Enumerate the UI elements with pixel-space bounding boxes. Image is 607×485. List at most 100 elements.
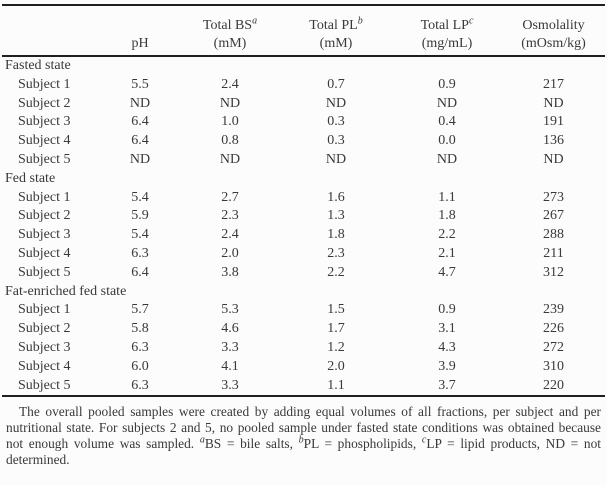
row-label-cell: Subject 2 — [18, 95, 71, 111]
osm-cell: 310 — [543, 358, 564, 374]
ph-cell: 5.4 — [131, 189, 149, 205]
bs-cell: 2.4 — [221, 76, 239, 92]
row-label-cell: Subject 5 — [18, 264, 71, 280]
bs-cell: 5.3 — [221, 302, 239, 318]
ph-cell: 6.0 — [131, 358, 149, 374]
header-total-bs: Total BSa — [202, 15, 258, 33]
row-label-cell: Subject 2 — [18, 321, 71, 337]
header-pl-unit: (mM) — [319, 36, 353, 51]
header-empty-cell — [2, 34, 100, 56]
ph-cell: 6.3 — [131, 339, 149, 355]
header-ph-spacer — [100, 5, 180, 34]
pl-cell: 2.2 — [327, 264, 345, 280]
ph-cell: 6.4 — [131, 264, 149, 280]
table-row: Subject 2 5.9 2.3 1.3 1.8 267 — [2, 207, 605, 226]
section-row-fat-enriched: Fat-enriched fed state — [2, 283, 605, 302]
bs-cell: 2.7 — [221, 189, 239, 205]
ph-cell: 6.3 — [131, 377, 149, 393]
osm-cell: 191 — [543, 114, 564, 130]
lp-cell: 0.9 — [438, 76, 456, 92]
header-total-pl: Total PLb — [309, 15, 363, 33]
footnote-pl-definition: PL = phospholipids, — [303, 436, 422, 452]
lp-cell: 4.3 — [438, 339, 456, 355]
header-osm-unit: (mOsm/kg) — [521, 36, 586, 51]
ph-cell: 5.5 — [131, 76, 149, 92]
osm-cell: 312 — [543, 264, 564, 280]
lp-cell: 0.9 — [438, 302, 456, 318]
ph-cell: 5.7 — [131, 302, 149, 318]
table-row: Subject 5 ND ND ND ND ND — [2, 151, 605, 170]
table-header: Total BSa Total PLb Total LPc Osmolality… — [2, 5, 605, 56]
table-row: Subject 2 ND ND ND ND ND — [2, 95, 605, 114]
header-osmolality: Osmolality — [522, 18, 585, 33]
row-label-cell: Subject 4 — [18, 358, 71, 374]
pl-cell: ND — [325, 95, 347, 111]
pl-cell: 1.6 — [327, 189, 345, 205]
row-label-cell: Subject 2 — [18, 208, 71, 224]
pl-cell: 0.7 — [327, 76, 345, 92]
row-label-cell: Subject 4 — [18, 133, 71, 149]
table-row: Subject 1 5.5 2.4 0.7 0.9 217 — [2, 76, 605, 95]
bs-cell: 0.8 — [221, 133, 239, 149]
pl-cell: 1.5 — [327, 302, 345, 318]
osm-cell: 217 — [543, 76, 564, 92]
lp-cell: 1.8 — [438, 208, 456, 224]
row-label-cell: Subject 3 — [18, 227, 71, 243]
lp-cell: 3.9 — [438, 358, 456, 374]
row-label-cell: Subject 1 — [18, 302, 71, 318]
bs-cell: 3.3 — [221, 339, 239, 355]
table-row: Subject 3 5.4 2.4 1.8 2.2 288 — [2, 226, 605, 245]
table-row: Subject 4 6.3 2.0 2.3 2.1 211 — [2, 245, 605, 264]
pl-cell: 1.1 — [327, 377, 345, 393]
lp-cell: 2.1 — [438, 245, 456, 261]
section-label: Fasted state — [5, 58, 71, 73]
pl-cell: 2.3 — [327, 245, 345, 261]
bs-cell: ND — [219, 151, 241, 167]
header-bs-unit: (mM) — [213, 36, 247, 51]
pl-cell: 2.0 — [327, 358, 345, 374]
table-row: Subject 2 5.8 4.6 1.7 3.1 226 — [2, 320, 605, 339]
bs-cell: 4.6 — [221, 321, 239, 337]
row-label-cell: Subject 1 — [18, 189, 71, 205]
table-row: Subject 4 6.4 0.8 0.3 0.0 136 — [2, 132, 605, 151]
lp-cell: 3.7 — [438, 377, 456, 393]
row-label-cell: Subject 3 — [18, 114, 71, 130]
lp-cell: 4.7 — [438, 264, 456, 280]
bs-cell: 2.4 — [221, 227, 239, 243]
osm-cell: 239 — [543, 302, 564, 318]
bs-cell: 3.8 — [221, 264, 239, 280]
osm-cell: ND — [543, 95, 564, 111]
footnote-superscript-b: b — [298, 434, 304, 446]
osm-cell: 267 — [543, 208, 564, 224]
lp-cell: 0.4 — [438, 114, 456, 130]
osm-cell: 220 — [543, 377, 564, 393]
bs-cell: 1.0 — [221, 114, 239, 130]
row-label-cell: Subject 5 — [18, 151, 71, 167]
pl-cell: 0.3 — [327, 114, 345, 130]
ph-cell: 6.3 — [131, 245, 149, 261]
pooled-samples-table: Total BSa Total PLb Total LPc Osmolality… — [2, 4, 605, 397]
row-label-cell: Subject 5 — [18, 377, 71, 393]
osm-cell: 272 — [543, 339, 564, 355]
footnote-bs-definition: BS = bile salts, — [204, 436, 299, 452]
ph-cell: 5.9 — [131, 208, 149, 224]
bs-cell: 2.0 — [221, 245, 239, 261]
section-label: Fed state — [5, 170, 56, 186]
section-row-fasted: Fasted state — [2, 56, 605, 76]
osm-cell: 226 — [543, 321, 564, 337]
footnote-main-text: The overall pooled samples were created … — [6, 404, 601, 452]
osm-cell: 211 — [543, 245, 564, 261]
table-row: Subject 4 6.0 4.1 2.0 3.9 310 — [2, 358, 605, 377]
lp-cell: 0.0 — [438, 133, 456, 149]
osm-cell: 273 — [543, 189, 564, 205]
table-footnote: The overall pooled samples were created … — [6, 404, 601, 468]
bs-superscript: a — [252, 15, 258, 27]
ph-cell: 6.4 — [131, 133, 149, 149]
header-ph: pH — [131, 36, 149, 51]
ph-cell: ND — [129, 95, 151, 111]
lp-cell: 2.2 — [438, 227, 456, 243]
header-row-units: pH (mM) (mM) (mg/mL) (mOsm/kg) — [2, 34, 605, 56]
row-label-cell: Subject 1 — [18, 76, 71, 92]
pl-cell: ND — [325, 151, 347, 167]
pl-cell: 1.8 — [327, 227, 345, 243]
